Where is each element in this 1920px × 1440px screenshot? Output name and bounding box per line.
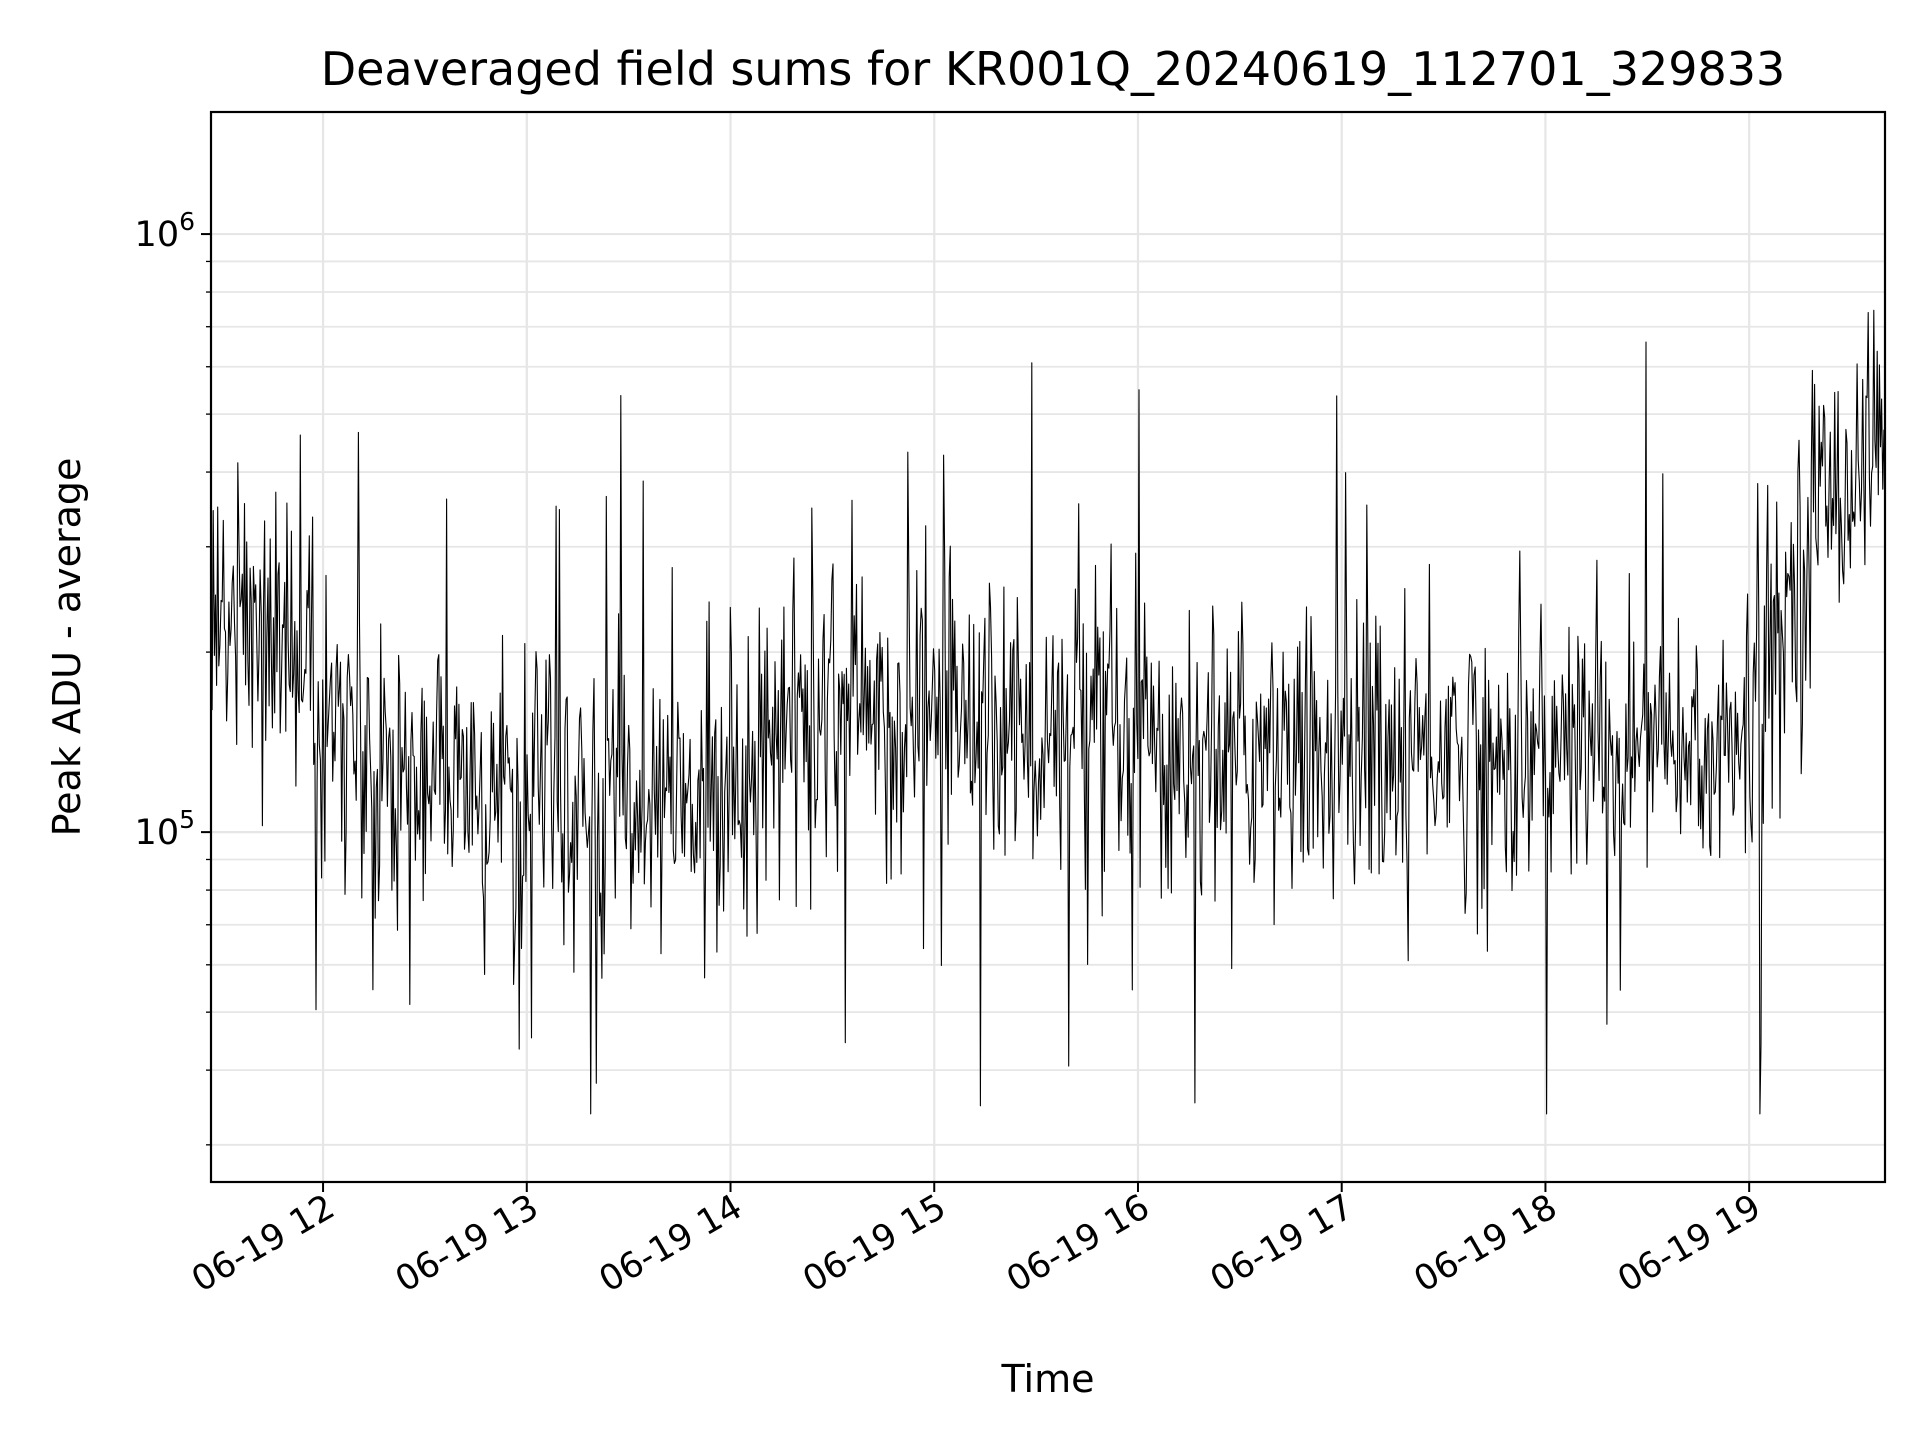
chart-title: Deaveraged field sums for KR001Q_2024061… [321,42,1786,96]
y-tick-label: 105 [135,805,195,853]
y-axis-label: Peak ADU - average [45,458,89,837]
series-line [210,309,1886,1115]
y-tick-label: 106 [135,207,195,255]
data-layer [210,309,1886,1115]
plot-area-frame [209,110,1887,1184]
x-axis-label: Time [1001,1357,1095,1401]
